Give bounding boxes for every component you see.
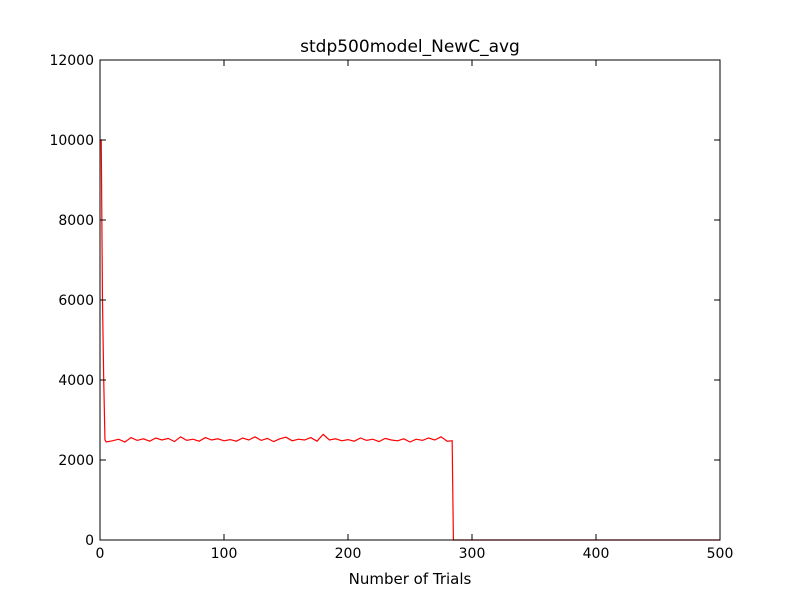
x-tick-label: 0 (96, 546, 105, 562)
y-tick-label: 6000 (58, 293, 94, 309)
y-tick-label: 12000 (49, 53, 94, 69)
data-line (100, 139, 720, 541)
y-tick-label: 4000 (58, 373, 94, 389)
x-tick-label: 500 (707, 546, 734, 562)
plot-frame (99, 59, 721, 541)
y-tick-label: 0 (85, 533, 94, 549)
y-tick-label: 10000 (49, 133, 94, 149)
y-tick-label: 8000 (58, 213, 94, 229)
y-tick-label: 2000 (58, 453, 94, 469)
x-tick-label: 200 (335, 546, 362, 562)
x-tick-label: 300 (459, 546, 486, 562)
chart-title: stdp500model_NewC_avg (300, 37, 520, 57)
x-tick-label: 100 (211, 546, 238, 562)
x-tick-label: 400 (583, 546, 610, 562)
x-axis-label: Number of Trials (349, 570, 472, 588)
